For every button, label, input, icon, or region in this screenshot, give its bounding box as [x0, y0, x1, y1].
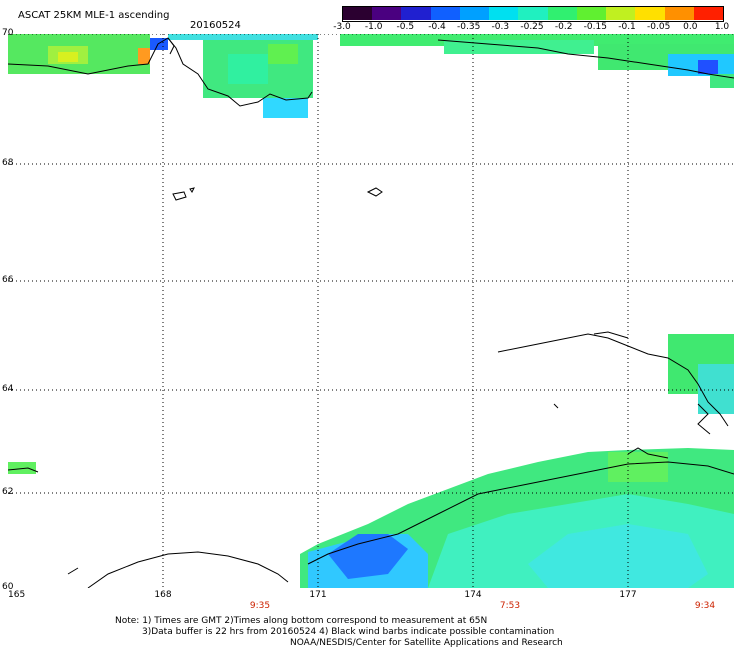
latitude-label: 60	[2, 582, 14, 592]
colorbar-label: -0.2	[554, 22, 573, 32]
colorbar-swatch	[430, 6, 461, 20]
colorbar-label: -0.5	[396, 22, 415, 32]
latitude-label: 62	[2, 487, 14, 497]
colorbar-swatch	[459, 6, 490, 20]
pass-time-label: 9:35	[249, 601, 271, 611]
colorbar: -3.0 -1.0 -0.5 -0.4 -0.35 -0.3 -0.25 -0.2 -0.15 -…	[333, 0, 729, 34]
latitude-label: 70	[2, 28, 14, 38]
colorbar-label: -0.4	[428, 22, 446, 32]
swath-south	[8, 448, 734, 588]
colorbar-swatch	[664, 6, 695, 20]
longitude-label: 177	[619, 590, 637, 600]
longitude-label: 168	[154, 590, 172, 600]
pass-time-label: 7:53	[499, 601, 521, 611]
colorbar-swatch	[606, 6, 636, 20]
map-title: ASCAT 25KM MLE-1 ascending	[18, 10, 170, 21]
note-line-3: NOAA/NESDIS/Center for Satellite Applica…	[290, 638, 563, 648]
map-panel	[8, 34, 734, 588]
colorbar-label: -0.1	[618, 22, 636, 32]
colorbar-swatch	[635, 6, 666, 20]
colorbar-label: -0.05	[647, 22, 671, 32]
colorbar-label: -0.35	[457, 22, 481, 32]
colorbar-swatch	[518, 6, 549, 20]
colorbar-label: -0.3	[491, 22, 510, 32]
colorbar-label: 1.0	[714, 22, 730, 32]
longitude-label: 165	[8, 590, 26, 600]
colorbar-swatch	[576, 6, 607, 20]
coastline	[8, 37, 734, 588]
colorbar-swatch	[343, 6, 373, 20]
latitude-label: 66	[2, 275, 14, 285]
latitude-label: 68	[2, 158, 14, 168]
graticule	[8, 34, 734, 588]
colorbar-swatch	[547, 6, 578, 20]
pass-time-label: 9:34	[694, 601, 716, 611]
colorbar-label: -1.0	[364, 22, 383, 32]
swath-east	[668, 334, 734, 414]
longitude-label: 174	[464, 590, 482, 600]
colorbar-label: -3.0	[333, 22, 351, 32]
note-line-1: Note: 1) Times are GMT 2)Times along bot…	[115, 616, 488, 626]
colorbar-swatch	[693, 6, 724, 20]
latitude-label: 64	[2, 384, 14, 394]
colorbar-frame	[342, 6, 724, 22]
longitude-label: 171	[309, 590, 327, 600]
colorbar-swatch	[401, 6, 432, 20]
swath-ne	[340, 34, 734, 88]
note-line-2: 3)Data buffer is 22 hrs from 20160524 4)…	[142, 627, 555, 637]
colorbar-label: -0.15	[583, 22, 607, 32]
colorbar-swatch	[372, 6, 402, 20]
swath-nw	[8, 34, 318, 118]
colorbar-label: -0.25	[520, 22, 544, 32]
colorbar-swatch	[489, 6, 519, 20]
colorbar-label: 0.0	[683, 22, 698, 32]
map-date: 20160524	[190, 20, 241, 31]
